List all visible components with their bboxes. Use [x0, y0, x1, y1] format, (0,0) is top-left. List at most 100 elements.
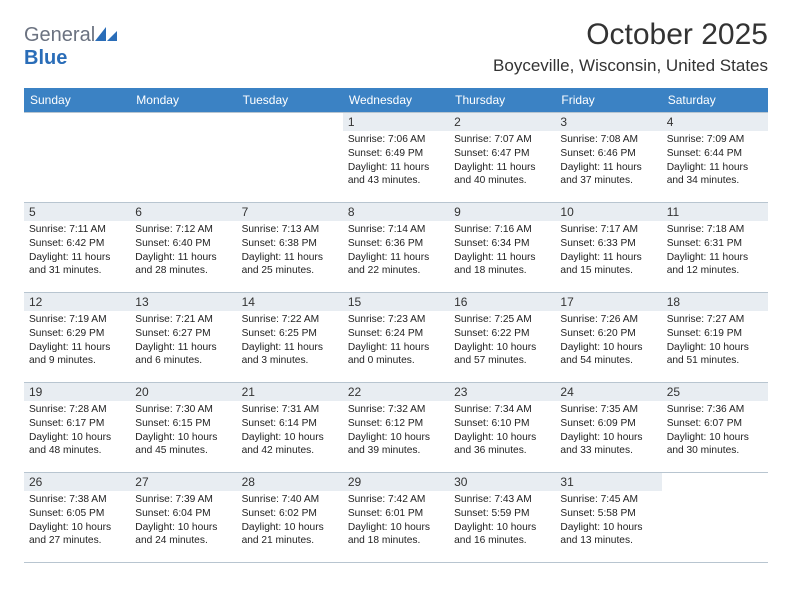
day-cell: 19Sunrise: 7:28 AMSunset: 6:17 PMDayligh…: [24, 383, 130, 473]
daylight-text: Daylight: 10 hours and 51 minutes.: [667, 341, 763, 369]
week-row: 1Sunrise: 7:06 AMSunset: 6:49 PMDaylight…: [24, 113, 768, 203]
sunset-text: Sunset: 6:07 PM: [667, 417, 763, 431]
daylight-text: Daylight: 11 hours and 37 minutes.: [560, 161, 656, 189]
day-number: 2: [449, 113, 555, 131]
daylight-text: Daylight: 11 hours and 22 minutes.: [348, 251, 444, 279]
day-cell: 26Sunrise: 7:38 AMSunset: 6:05 PMDayligh…: [24, 473, 130, 563]
day-number: 12: [24, 293, 130, 311]
daylight-text: Daylight: 10 hours and 48 minutes.: [29, 431, 125, 459]
daylight-text: Daylight: 11 hours and 25 minutes.: [242, 251, 338, 279]
day-cell-inner: 23Sunrise: 7:34 AMSunset: 6:10 PMDayligh…: [449, 383, 555, 462]
calendar-table: SundayMondayTuesdayWednesdayThursdayFrid…: [24, 88, 768, 563]
location-text: Boyceville, Wisconsin, United States: [493, 56, 768, 76]
day-cell-inner: 4Sunrise: 7:09 AMSunset: 6:44 PMDaylight…: [662, 113, 768, 192]
day-cell-inner: 24Sunrise: 7:35 AMSunset: 6:09 PMDayligh…: [555, 383, 661, 462]
sunrise-text: Sunrise: 7:19 AM: [29, 313, 125, 327]
sunrise-text: Sunrise: 7:27 AM: [667, 313, 763, 327]
day-cell-inner: 12Sunrise: 7:19 AMSunset: 6:29 PMDayligh…: [24, 293, 130, 372]
sunrise-text: Sunrise: 7:39 AM: [135, 493, 231, 507]
sunset-text: Sunset: 6:19 PM: [667, 327, 763, 341]
logo-text-general: General: [24, 24, 95, 46]
day-cell-inner: 28Sunrise: 7:40 AMSunset: 6:02 PMDayligh…: [237, 473, 343, 552]
sunrise-text: Sunrise: 7:26 AM: [560, 313, 656, 327]
sunset-text: Sunset: 6:40 PM: [135, 237, 231, 251]
sunrise-text: Sunrise: 7:42 AM: [348, 493, 444, 507]
day-header: Saturday: [662, 88, 768, 113]
day-cell: 29Sunrise: 7:42 AMSunset: 6:01 PMDayligh…: [343, 473, 449, 563]
day-cell: 25 Sunrise: 7:36 AMSunset: 6:07 PMDayligh…: [662, 383, 768, 473]
sunrise-text: Sunrise: 7:35 AM: [560, 403, 656, 417]
day-cell: 7Sunrise: 7:13 AMSunset: 6:38 PMDaylight…: [237, 203, 343, 293]
sunset-text: Sunset: 6:20 PM: [560, 327, 656, 341]
day-cell: 21Sunrise: 7:31 AMSunset: 6:14 PMDayligh…: [237, 383, 343, 473]
day-header: Friday: [555, 88, 661, 113]
day-cell: 17Sunrise: 7:26 AMSunset: 6:20 PMDayligh…: [555, 293, 661, 383]
day-number: 26: [24, 473, 130, 491]
day-cell: 27Sunrise: 7:39 AMSunset: 6:04 PMDayligh…: [130, 473, 236, 563]
day-cell: 28Sunrise: 7:40 AMSunset: 6:02 PMDayligh…: [237, 473, 343, 563]
day-cell: 2Sunrise: 7:07 AMSunset: 6:47 PMDaylight…: [449, 113, 555, 203]
day-number: 7: [237, 203, 343, 221]
day-cell-inner: 9Sunrise: 7:16 AMSunset: 6:34 PMDaylight…: [449, 203, 555, 282]
daylight-text: Daylight: 10 hours and 36 minutes.: [454, 431, 550, 459]
daylight-text: Daylight: 10 hours and 27 minutes.: [29, 521, 125, 549]
day-number: 9: [449, 203, 555, 221]
sunset-text: Sunset: 5:58 PM: [560, 507, 656, 521]
day-number: 10: [555, 203, 661, 221]
daylight-text: Daylight: 11 hours and 43 minutes.: [348, 161, 444, 189]
daylight-text: Daylight: 10 hours and 45 minutes.: [135, 431, 231, 459]
sunrise-text: Sunrise: 7:16 AM: [454, 223, 550, 237]
sunrise-text: Sunrise: 7:30 AM: [135, 403, 231, 417]
sunrise-text: Sunrise: 7:28 AM: [29, 403, 125, 417]
day-cell: 8Sunrise: 7:14 AMSunset: 6:36 PMDaylight…: [343, 203, 449, 293]
day-cell-inner: 17Sunrise: 7:26 AMSunset: 6:20 PMDayligh…: [555, 293, 661, 372]
day-cell: 5Sunrise: 7:11 AMSunset: 6:42 PMDaylight…: [24, 203, 130, 293]
sunrise-text: Sunrise: 7:34 AM: [454, 403, 550, 417]
day-cell-inner: 29Sunrise: 7:42 AMSunset: 6:01 PMDayligh…: [343, 473, 449, 552]
sunset-text: Sunset: 6:36 PM: [348, 237, 444, 251]
sunset-text: Sunset: 6:46 PM: [560, 147, 656, 161]
week-row: 26Sunrise: 7:38 AMSunset: 6:05 PMDayligh…: [24, 473, 768, 563]
day-cell: 9Sunrise: 7:16 AMSunset: 6:34 PMDaylight…: [449, 203, 555, 293]
day-cell-inner: 21Sunrise: 7:31 AMSunset: 6:14 PMDayligh…: [237, 383, 343, 462]
day-cell-inner: 2Sunrise: 7:07 AMSunset: 6:47 PMDaylight…: [449, 113, 555, 192]
sunset-text: Sunset: 6:10 PM: [454, 417, 550, 431]
page-title: October 2025: [493, 18, 768, 52]
day-number: 28: [237, 473, 343, 491]
sunrise-text: Sunrise: 7:36 AM: [667, 403, 763, 417]
day-number: 14: [237, 293, 343, 311]
day-cell-inner: 20Sunrise: 7:30 AMSunset: 6:15 PMDayligh…: [130, 383, 236, 462]
day-cell: 30Sunrise: 7:43 AMSunset: 5:59 PMDayligh…: [449, 473, 555, 563]
day-cell: 12Sunrise: 7:19 AMSunset: 6:29 PMDayligh…: [24, 293, 130, 383]
day-cell: 24Sunrise: 7:35 AMSunset: 6:09 PMDayligh…: [555, 383, 661, 473]
sunset-text: Sunset: 6:33 PM: [560, 237, 656, 251]
day-cell-inner: 13Sunrise: 7:21 AMSunset: 6:27 PMDayligh…: [130, 293, 236, 372]
daylight-text: Daylight: 10 hours and 18 minutes.: [348, 521, 444, 549]
day-cell-inner: 7Sunrise: 7:13 AMSunset: 6:38 PMDaylight…: [237, 203, 343, 282]
day-header: Tuesday: [237, 88, 343, 113]
day-cell-inner: 30Sunrise: 7:43 AMSunset: 5:59 PMDayligh…: [449, 473, 555, 552]
sunset-text: Sunset: 6:31 PM: [667, 237, 763, 251]
day-number: 25: [662, 383, 768, 401]
day-cell-inner: 14Sunrise: 7:22 AMSunset: 6:25 PMDayligh…: [237, 293, 343, 372]
day-number: 6: [130, 203, 236, 221]
sunrise-text: Sunrise: 7:38 AM: [29, 493, 125, 507]
day-number: 22: [343, 383, 449, 401]
daylight-text: Daylight: 10 hours and 13 minutes.: [560, 521, 656, 549]
daylight-text: Daylight: 11 hours and 34 minutes.: [667, 161, 763, 189]
day-cell-inner: 3Sunrise: 7:08 AMSunset: 6:46 PMDaylight…: [555, 113, 661, 192]
sunrise-text: Sunrise: 7:14 AM: [348, 223, 444, 237]
sunset-text: Sunset: 6:14 PM: [242, 417, 338, 431]
daylight-text: Daylight: 10 hours and 24 minutes.: [135, 521, 231, 549]
daylight-text: Daylight: 10 hours and 30 minutes.: [667, 431, 763, 459]
sunset-text: Sunset: 6:15 PM: [135, 417, 231, 431]
sunset-text: Sunset: 6:12 PM: [348, 417, 444, 431]
day-number: 13: [130, 293, 236, 311]
empty-cell: [662, 473, 768, 563]
day-number: 11: [662, 203, 768, 221]
sunrise-text: Sunrise: 7:25 AM: [454, 313, 550, 327]
day-cell: 13Sunrise: 7:21 AMSunset: 6:27 PMDayligh…: [130, 293, 236, 383]
day-header: Wednesday: [343, 88, 449, 113]
sunset-text: Sunset: 6:38 PM: [242, 237, 338, 251]
day-cell-inner: 11Sunrise: 7:18 AMSunset: 6:31 PMDayligh…: [662, 203, 768, 282]
